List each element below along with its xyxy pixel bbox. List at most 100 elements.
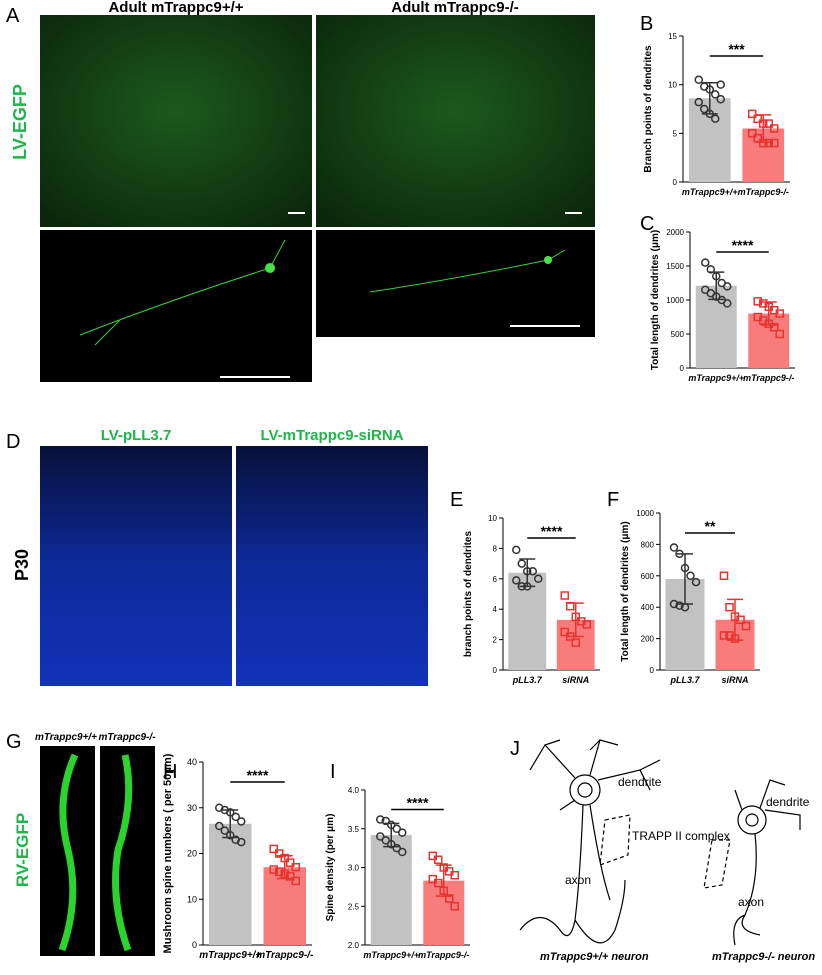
panel-label: G: [6, 731, 22, 753]
error-bar: [276, 855, 293, 880]
data-point: [381, 836, 390, 845]
data-point: [748, 109, 757, 119]
data-point: [376, 832, 385, 841]
data-point: [694, 97, 703, 107]
micrograph: [40, 15, 312, 227]
data-point: [398, 847, 407, 857]
data-point: [523, 566, 532, 576]
error-bar: [383, 822, 400, 848]
x-tick-label: siRNA: [721, 675, 748, 685]
data-point: [723, 299, 732, 308]
diagram-label: TRAPP II complex: [632, 829, 730, 843]
panel-label: B: [640, 13, 653, 35]
data-point: [764, 119, 773, 128]
data-point: [560, 627, 569, 637]
data-point: [694, 75, 703, 85]
data-point: [716, 95, 725, 104]
y-tick-label: 800: [641, 540, 655, 549]
data-point: [716, 80, 725, 89]
error-bar: [760, 301, 777, 326]
data-point: [680, 563, 690, 573]
data-point: [523, 582, 532, 591]
data-point: [582, 620, 591, 629]
x-tick-label: mTrappc9-/-: [738, 187, 789, 197]
data-point: [512, 576, 521, 585]
data-point: [269, 865, 278, 874]
data-point: [571, 638, 580, 647]
diagram-label: dendrite: [618, 775, 662, 789]
data-point: [269, 844, 278, 854]
y-tick-label: 5: [673, 129, 678, 138]
y-tick-label: 4.0: [348, 786, 360, 795]
y-axis-title: branch points of dendrites: [463, 531, 474, 658]
micrograph: [236, 446, 428, 686]
data-point: [775, 309, 784, 318]
image-title: mTrappc9-/-: [98, 732, 156, 743]
soma: [544, 256, 552, 264]
dendrite-trace: [112, 754, 133, 952]
data-point: [680, 602, 690, 612]
data-point: [705, 85, 714, 94]
data-point: [392, 843, 401, 853]
data-point: [220, 826, 229, 835]
data-point: [528, 566, 537, 576]
significance: ****: [407, 794, 429, 810]
y-tick-label: 1000: [666, 296, 684, 305]
image-title: LV-pLL3.7: [101, 427, 172, 444]
side-label: P30: [12, 549, 32, 581]
panel-label: H: [163, 761, 177, 783]
panel-label: J: [510, 738, 520, 760]
y-tick-label: 30: [187, 803, 197, 813]
x-tick-label: pLL3.7: [669, 675, 700, 685]
data-point: [237, 837, 246, 847]
panel-label: F: [607, 489, 619, 511]
side-label: LV-EGFP: [10, 84, 30, 160]
y-axis-title: Total length of dendrites (μm): [650, 230, 661, 370]
x-tick-label: mTrappc9+/+: [199, 950, 261, 961]
data-point: [719, 571, 729, 581]
x-tick-label: mTrappc9-/-: [256, 950, 314, 961]
data-point: [275, 867, 284, 877]
significance: ****: [541, 523, 563, 539]
data-point: [560, 591, 569, 600]
data-point: [291, 862, 300, 872]
y-tick-label: 0: [673, 178, 678, 187]
y-axis-title: Branch points of dendrites: [643, 45, 654, 173]
data-point: [770, 138, 779, 148]
y-tick-label: 2: [493, 636, 498, 645]
data-point: [691, 577, 701, 587]
diagram-label: axon: [565, 873, 591, 887]
data-point: [231, 812, 240, 822]
significance: ****: [732, 237, 754, 253]
data-point: [736, 615, 745, 625]
data-point: [450, 871, 459, 880]
data-point: [286, 872, 295, 881]
diagram-label: dendrite: [766, 795, 810, 809]
y-axis-title: Spine density (per μm): [325, 814, 336, 922]
data-point: [675, 601, 684, 610]
data-point: [753, 114, 762, 123]
y-tick-label: 2.5: [348, 902, 360, 911]
x-tick-label: mTrappc9+/+: [363, 950, 420, 960]
data-point: [381, 816, 390, 826]
y-tick-label: 15: [668, 32, 677, 41]
data-point: [759, 138, 768, 148]
x-tick-label: mTrappc9-/-: [743, 373, 794, 383]
image-title: Adult mTrappc9-/-: [391, 0, 519, 16]
data-point: [517, 559, 526, 568]
dendrite-trace: [58, 753, 79, 952]
data-point: [226, 830, 235, 840]
data-point: [376, 815, 385, 824]
side-label: RV-EGFP: [13, 813, 32, 887]
error-bar: [519, 558, 536, 588]
y-tick-label: 0: [650, 666, 655, 675]
y-tick-label: 8: [493, 544, 498, 553]
data-point: [770, 322, 779, 332]
x-tick-label: siRNA: [562, 675, 589, 685]
data-point: [291, 876, 300, 886]
error-bar: [222, 809, 239, 839]
y-axis-title: Total length of dendrites (μm): [620, 521, 631, 661]
neuron-trace: [79, 239, 286, 346]
image-title: Adult mTrappc9+/+: [108, 0, 243, 16]
